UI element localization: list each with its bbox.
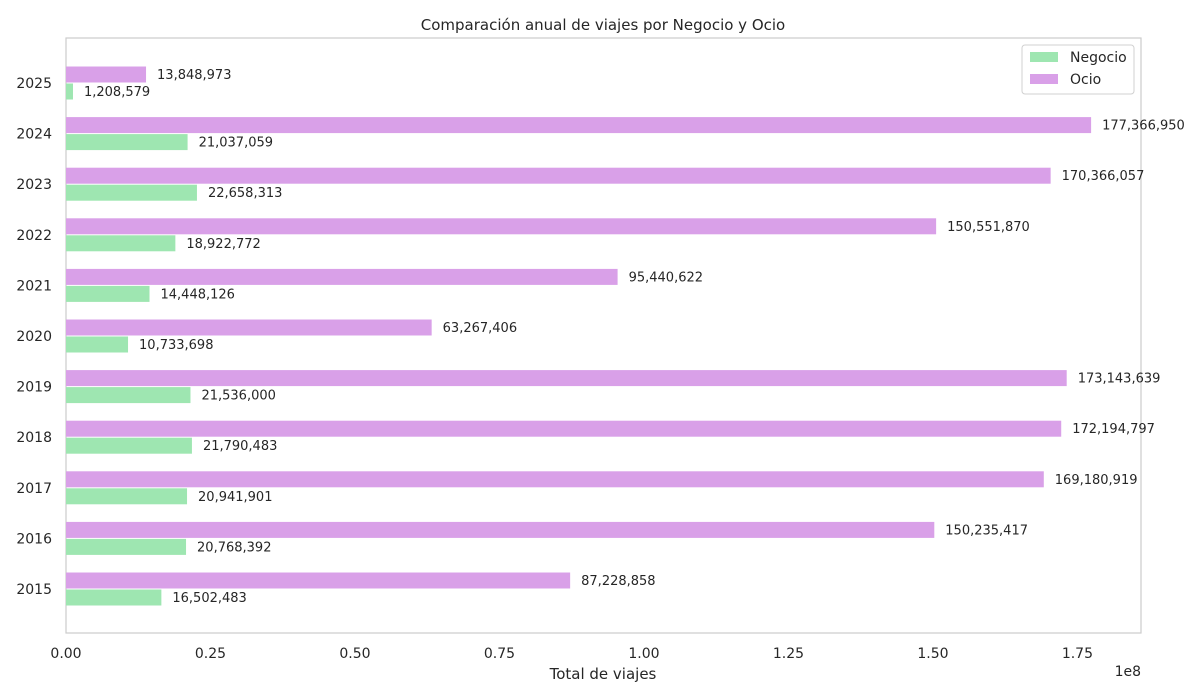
bar-negocio-2021 (66, 285, 150, 302)
x-tick-label-5: 1.25 (773, 646, 804, 662)
data-label-ocio-2024: 177,366,950 (1102, 119, 1185, 134)
data-label-ocio-2017: 169,180,919 (1055, 473, 1138, 488)
bar-negocio-2019 (66, 387, 191, 404)
legend-label-negocio: Negocio (1070, 50, 1127, 66)
bar-negocio-2016 (66, 538, 187, 555)
x-axis-label: Total de viajes (549, 665, 657, 683)
chart-title: Comparación anual de viajes por Negocio … (421, 16, 785, 34)
bar-negocio-2025 (66, 83, 73, 100)
bar-ocio-2024 (66, 117, 1092, 134)
x-tick-label-3: 0.75 (484, 646, 515, 662)
y-tick-label-2019: 2019 (16, 380, 52, 396)
y-tick-label-2020: 2020 (16, 329, 52, 345)
y-tick-label-2018: 2018 (16, 430, 52, 446)
x-tick-label-2: 0.50 (339, 646, 370, 662)
y-axis: 2015 2016 2017 2018 2019 2020 2021 2022 2023 2024… (16, 76, 52, 598)
data-label-ocio-2015: 87,228,858 (581, 574, 655, 589)
data-label-negocio-2020: 10,733,698 (139, 338, 213, 353)
data-label-ocio-2023: 170,366,057 (1062, 169, 1145, 184)
bar-negocio-2023 (66, 184, 197, 201)
data-label-ocio-2020: 63,267,406 (443, 321, 517, 336)
y-tick-label-2017: 2017 (16, 481, 52, 497)
bar-ocio-2023 (66, 167, 1051, 184)
x-tick-label-0: 0.00 (50, 646, 81, 662)
y-tick-label-2022: 2022 (16, 228, 52, 244)
legend-swatch-negocio (1030, 52, 1058, 62)
bar-ocio-2017 (66, 471, 1044, 488)
bar-negocio-2022 (66, 235, 176, 252)
data-label-negocio-2017: 20,941,901 (198, 490, 272, 505)
data-labels-layer: 16,502,483 20,768,392 20,941,901 21,790,483… (84, 68, 1185, 606)
bar-ocio-2021 (66, 268, 618, 285)
y-tick-label-2024: 2024 (16, 127, 52, 143)
x-axis-offset-label: 1e8 (1115, 664, 1141, 680)
data-label-ocio-2019: 173,143,639 (1078, 372, 1161, 387)
bar-ocio-2022 (66, 218, 937, 235)
y-tick-label-2025: 2025 (16, 76, 52, 92)
data-label-ocio-2016: 150,235,417 (945, 523, 1028, 538)
bar-negocio-2020 (66, 336, 129, 353)
bars-layer (66, 66, 1092, 606)
legend: Negocio Ocio (1021, 44, 1135, 95)
data-label-negocio-2021: 14,448,126 (161, 287, 235, 302)
data-label-ocio-2022: 150,551,870 (947, 220, 1030, 235)
data-label-negocio-2015: 16,502,483 (172, 591, 246, 606)
x-tick-label-6: 1.50 (917, 646, 948, 662)
bar-negocio-2017 (66, 488, 188, 505)
y-tick-label-2021: 2021 (16, 278, 52, 294)
data-label-negocio-2019: 21,536,000 (201, 389, 275, 404)
bar-ocio-2015 (66, 572, 571, 589)
y-tick-label-2015: 2015 (16, 582, 52, 598)
bar-negocio-2018 (66, 437, 192, 454)
y-tick-label-2016: 2016 (16, 531, 52, 547)
legend-swatch-ocio (1030, 74, 1058, 84)
data-label-negocio-2016: 20,768,392 (197, 540, 271, 555)
x-tick-label-1: 0.25 (195, 646, 226, 662)
bar-ocio-2016 (66, 521, 935, 538)
data-label-negocio-2022: 18,922,772 (186, 237, 260, 252)
bar-ocio-2019 (66, 370, 1067, 387)
bar-ocio-2020 (66, 319, 432, 336)
data-label-negocio-2025: 1,208,579 (84, 85, 150, 100)
data-label-negocio-2024: 21,037,059 (199, 136, 273, 151)
bar-negocio-2024 (66, 134, 188, 151)
data-label-ocio-2021: 95,440,622 (629, 270, 703, 285)
bar-ocio-2018 (66, 420, 1062, 437)
x-tick-label-7: 1.75 (1062, 646, 1093, 662)
legend-label-ocio: Ocio (1070, 72, 1101, 88)
y-tick-label-2023: 2023 (16, 177, 52, 193)
data-label-ocio-2018: 172,194,797 (1072, 422, 1155, 437)
x-axis: 0.00 0.25 0.50 0.75 1.00 1.25 1.50 1.75 (50, 646, 1093, 662)
x-tick-label-4: 1.00 (628, 646, 659, 662)
data-label-negocio-2018: 21,790,483 (203, 439, 277, 454)
data-label-ocio-2025: 13,848,973 (157, 68, 231, 83)
data-label-negocio-2023: 22,658,313 (208, 186, 282, 201)
bar-ocio-2025 (66, 66, 147, 83)
bar-negocio-2015 (66, 589, 162, 606)
